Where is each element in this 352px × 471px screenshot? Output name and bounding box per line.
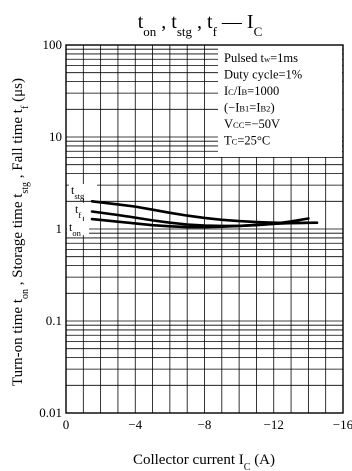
- y-tick-label: 0.01: [39, 405, 62, 420]
- x-tick-label: 0: [63, 417, 70, 432]
- x-tick-label: −16: [333, 417, 352, 432]
- chart-title: ton , tstg , tf — IC: [138, 11, 263, 39]
- condition-line: TC=25°C: [224, 134, 270, 148]
- curve-label-background: [67, 221, 89, 236]
- series-line-t-on: [90, 217, 310, 229]
- curve-label-background: [69, 184, 97, 199]
- y-tick-label: 100: [43, 37, 63, 52]
- y-tick-label: 1: [56, 221, 63, 236]
- x-tick-label: −12: [264, 417, 284, 432]
- x-tick-label: −4: [128, 417, 142, 432]
- curves: [90, 200, 319, 229]
- condition-line: Duty cycle=1%: [224, 68, 302, 82]
- condition-line: IC/IB=1000: [224, 84, 279, 98]
- conditions-box: Pulsed tw=1ms Duty cycle=1% IC/IB=1000 (−IB…: [218, 45, 342, 157]
- curve-label-background: [73, 202, 89, 217]
- y-tick-label: 10: [49, 129, 62, 144]
- curve-label-t-on: ton: [69, 220, 82, 238]
- condition-line: (−IB1=IB2): [224, 101, 275, 115]
- condition-line: Pulsed tw=1ms: [224, 51, 298, 65]
- condition-line: VCC=−50V: [224, 117, 280, 131]
- y-tick-label: 0.1: [46, 313, 62, 328]
- curve-label-t-f: tf: [75, 202, 81, 220]
- plot-frame: [65, 44, 344, 414]
- x-tick-label: −8: [198, 417, 212, 432]
- conditions-box-background: [218, 45, 342, 157]
- x-axis-title: Collector current IC (A): [133, 452, 275, 471]
- curve-label-t-stg: tstg: [71, 183, 85, 201]
- y-axis-title: Turn-on time ton , Storage time tstg , F…: [10, 78, 31, 386]
- tick-labels: 0 −4 −8 −12 −16 0.01 0.1 1 10 100: [39, 37, 352, 432]
